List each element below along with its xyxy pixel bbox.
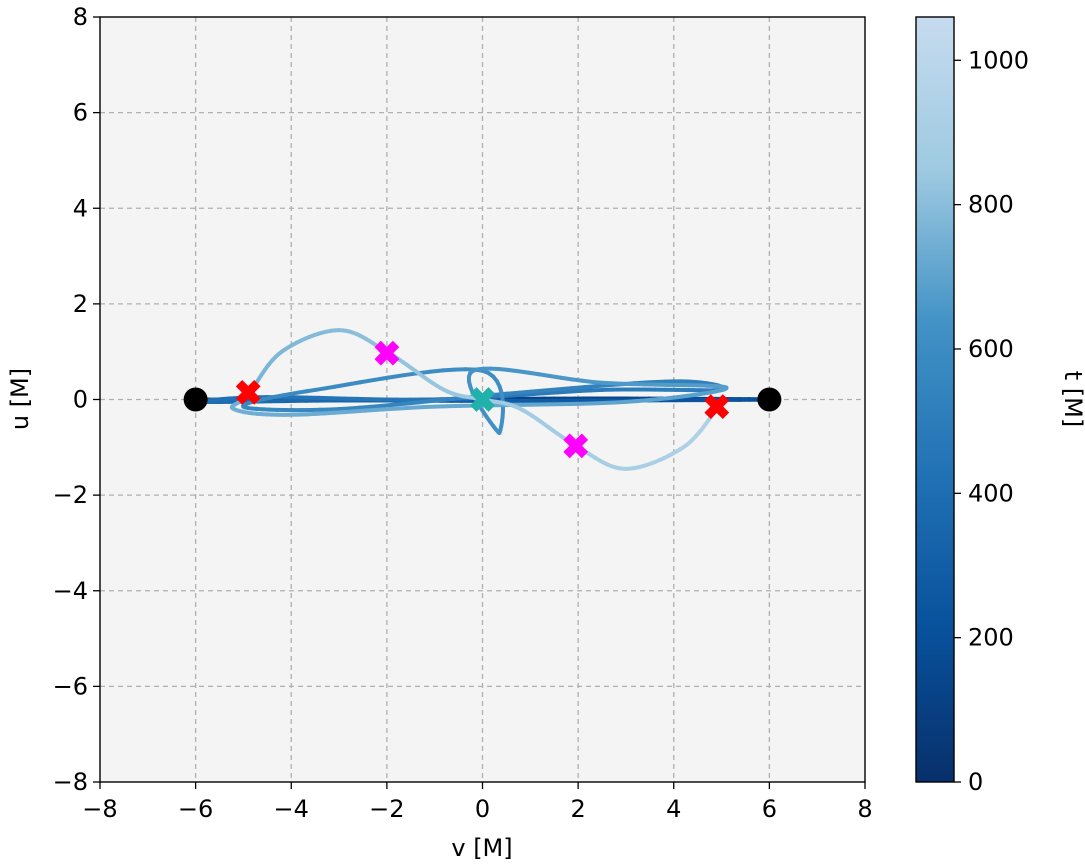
x-tick-label: −8	[82, 795, 117, 823]
center-marker	[470, 387, 495, 412]
colorbar	[915, 16, 955, 783]
red-cross-marker	[235, 379, 261, 405]
colorbar-tick-label: 1000	[968, 46, 1029, 74]
x-axis-label: v [M]	[451, 834, 512, 862]
colorbar-tick-label: 800	[968, 191, 1014, 219]
trajectory-segment	[506, 392, 524, 398]
trajectory-segment	[427, 368, 445, 374]
start-marker	[183, 387, 208, 412]
markers	[183, 340, 782, 459]
colorbar-tick-label: 0	[968, 768, 983, 796]
trajectory-segment	[600, 400, 617, 406]
magenta-cross-marker	[563, 433, 589, 459]
trajectory-segment	[595, 383, 613, 389]
trajectory-segment	[519, 391, 536, 397]
trajectory-segment	[542, 387, 560, 393]
trajectory-segment	[386, 373, 405, 380]
y-axis-label: u [M]	[6, 368, 34, 430]
trajectory-segment	[569, 385, 587, 391]
colorbar-label: t [M]	[1059, 371, 1085, 427]
trajectory-segment	[582, 384, 600, 390]
x-tick-label: 6	[762, 795, 777, 823]
trajectory-segment	[529, 388, 547, 394]
x-tick-label: −4	[274, 795, 309, 823]
trajectory-segment	[403, 400, 421, 406]
y-tick-label: −6	[53, 672, 88, 700]
y-tick-label: 0	[73, 386, 88, 414]
trajectory-segment	[516, 389, 534, 395]
trajectory-segment	[504, 390, 521, 396]
y-tick-label: 8	[73, 3, 88, 31]
trajectory-segment	[440, 367, 457, 373]
y-tick-label: 2	[73, 290, 88, 318]
trajectory-segment	[400, 371, 419, 378]
x-axis-ticks: −8 −6 −4 −2 0 2 4 6 8	[82, 782, 873, 823]
y-tick-label: −2	[53, 481, 88, 509]
trajectory-segment	[345, 380, 363, 387]
magenta-cross-marker	[374, 340, 400, 366]
trajectory-segment	[428, 397, 446, 404]
trajectory-segment	[441, 396, 459, 402]
trajectory-segment	[391, 401, 408, 407]
colorbar-ticks: 0 200 400 600 800 1000	[954, 46, 1029, 796]
colorbar-tick-label: 600	[968, 335, 1014, 363]
x-tick-label: 0	[475, 795, 490, 823]
trajectory-segment	[333, 382, 350, 389]
trajectory-segment	[372, 375, 391, 382]
x-tick-label: 8	[857, 795, 872, 823]
y-tick-label: −4	[53, 577, 88, 605]
trajectory-segment	[358, 377, 377, 385]
y-axis-ticks: −8 −6 −4 −2 0 2 4 6 8	[53, 3, 100, 796]
start-marker	[757, 387, 782, 412]
x-tick-label: −2	[369, 795, 404, 823]
colorbar-tick-label: 200	[968, 624, 1014, 652]
trajectory-segment	[531, 391, 548, 396]
y-tick-label: 6	[73, 99, 88, 127]
trajectory-segment	[555, 386, 574, 392]
red-cross-marker	[704, 394, 730, 420]
trajectory-segment	[416, 399, 433, 405]
x-tick-label: 4	[666, 795, 681, 823]
colorbar-tick-label: 400	[968, 479, 1014, 507]
y-tick-label: −8	[53, 768, 88, 796]
y-tick-label: 4	[73, 194, 88, 222]
x-tick-label: 2	[570, 795, 585, 823]
x-tick-label: −6	[178, 795, 213, 823]
